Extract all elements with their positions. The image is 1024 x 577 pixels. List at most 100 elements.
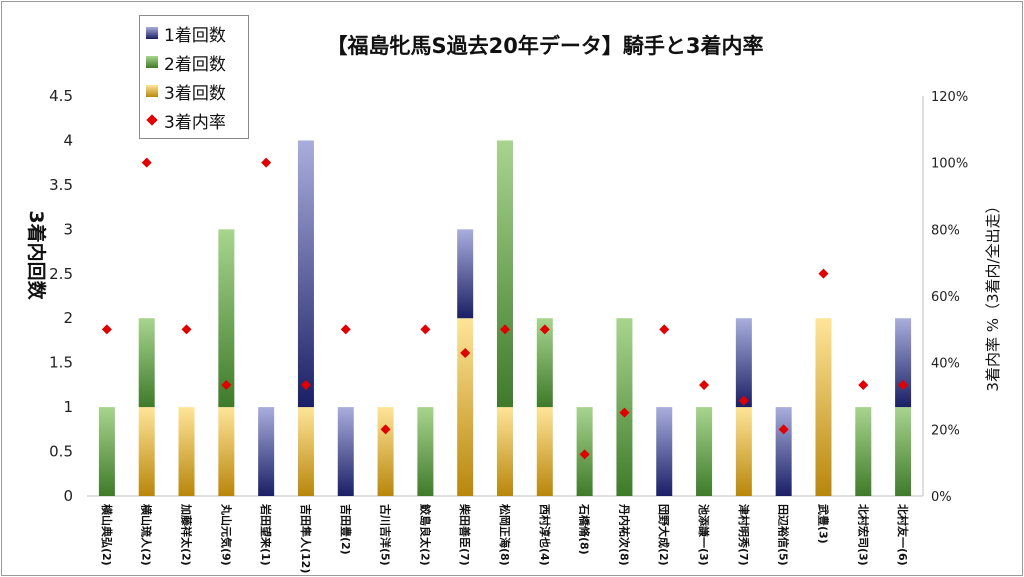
rate-point — [659, 324, 670, 335]
rate-point — [579, 449, 590, 460]
x-tick-label: 古川吉洋(5) — [379, 504, 393, 566]
rate-point — [101, 324, 112, 335]
legend-item-second: 2着回数 — [146, 49, 226, 75]
bar-second-place — [536, 318, 553, 408]
x-tick-label: 加藤祥太(2) — [180, 503, 194, 566]
y-axis-label: 3着内回数 — [25, 210, 48, 300]
rate-point — [181, 324, 192, 335]
x-tick-label: 西村淳也(4) — [538, 504, 552, 566]
bar-third-place — [218, 407, 235, 496]
y2-axis-label: 3着内率 %（3着内/全出走） — [984, 198, 1002, 391]
rate-point — [539, 324, 550, 335]
bar-win — [895, 318, 912, 408]
rate-point — [460, 348, 471, 358]
legend-item-rate: 3着内率 — [146, 107, 226, 133]
bar-win — [656, 407, 673, 496]
rate-point — [141, 157, 152, 168]
y-tick-label: 0.5 — [49, 443, 73, 461]
y2-tick-label: 60% — [931, 290, 960, 305]
x-tick-label: 吉田豊(2) — [339, 504, 353, 555]
chart-title: 【福島牝馬S過去20年データ】騎手と3着内率 — [327, 34, 764, 58]
y2-tick-label: 100% — [931, 157, 968, 172]
x-tick-label: 丸山元気(9) — [219, 503, 233, 566]
x-tick-label: 北村友一(6) — [896, 504, 910, 566]
rate-point — [858, 380, 869, 390]
bar-third-place — [457, 318, 474, 496]
bar-win — [735, 318, 752, 408]
bars-group — [98, 140, 912, 496]
bar-second-place — [497, 140, 513, 408]
bar-third-place — [138, 407, 155, 496]
y2-tick-label: 120% — [931, 90, 968, 105]
x-tick-label: 武豊(3) — [816, 504, 830, 544]
bar-second-place — [616, 318, 633, 496]
y2-tick-label: 80% — [931, 223, 960, 238]
y2-tick-label: 0% — [931, 490, 952, 505]
bar-third-place — [735, 407, 752, 496]
bar-third-place — [297, 407, 314, 496]
bar-win — [457, 229, 474, 319]
x-tick-label: 丹内祐次(8) — [617, 504, 631, 566]
y-tick-label: 4.5 — [49, 87, 73, 105]
x-tick-label: 岩田望来(1) — [259, 503, 273, 566]
x-tick-label: 津村明秀(7) — [737, 504, 751, 566]
legend-swatch-third — [146, 85, 158, 97]
rate-point — [221, 380, 232, 390]
bar-third-place — [815, 318, 832, 496]
x-tick-label: 池添謙一(3) — [697, 504, 711, 566]
bar-second-place — [138, 318, 155, 408]
bar-second-place — [696, 407, 713, 496]
y-tick-label: 2 — [63, 309, 73, 327]
rate-point — [738, 395, 749, 406]
y-tick-label: 1.5 — [49, 354, 73, 372]
rate-point — [261, 157, 272, 168]
rate-point — [420, 324, 431, 335]
legend-label-win: 1着回数 — [164, 25, 226, 46]
bar-win — [775, 407, 792, 496]
bar-third-place — [377, 407, 394, 496]
y-tick-label: 1 — [63, 398, 73, 416]
legend-label-second: 2着回数 — [164, 54, 226, 75]
x-tick-label: 団野大成(2) — [657, 504, 671, 566]
x-tick-label: 柴田善臣(7) — [458, 503, 472, 566]
x-tick-label: 松岡正海(8) — [498, 504, 512, 566]
x-tick-label: 鮫島良太(2) — [418, 504, 432, 566]
rate-point — [300, 380, 311, 390]
rate-point — [380, 424, 391, 435]
y2-tick-label: 40% — [931, 357, 960, 372]
legend-item-third: 3着回数 — [146, 78, 226, 104]
x-tick-label: 吉田隼人(12) — [299, 504, 313, 573]
rate-point — [898, 380, 909, 390]
bar-third-place — [178, 407, 195, 496]
rate-point — [699, 380, 710, 390]
x-tick-labels: 横山典弘(2) 横山琉人(2) 加藤祥太(2) 丸山元気(9) 岩田望来(1) 吉田隼人(… — [100, 503, 910, 573]
rate-point — [619, 407, 630, 418]
rate-points-group — [101, 157, 909, 460]
legend-swatch-second — [146, 56, 158, 68]
bar-third-place — [536, 407, 553, 496]
bar-second-place — [218, 229, 235, 408]
y-tick-label: 2.5 — [49, 265, 73, 283]
y-tick-label: 3.5 — [49, 176, 73, 194]
bar-win — [258, 407, 275, 496]
legend-label-third: 3着回数 — [164, 83, 226, 104]
bar-second-place — [417, 407, 434, 496]
x-tick-label: 横山琉人(2) — [140, 504, 154, 566]
legend-label-rate: 3着内率 — [164, 112, 226, 133]
bar-second-place — [895, 407, 912, 496]
y-tick-label: 4 — [63, 131, 73, 149]
legend-marker-rate — [146, 114, 158, 126]
x-tick-label: 北村宏司(3) — [856, 504, 870, 566]
bar-win — [297, 140, 314, 408]
legend-swatch-win — [146, 27, 158, 39]
bar-second-place — [98, 407, 115, 496]
y-tick-label: 3 — [63, 220, 73, 238]
x-tick-label: 石橋脩(8) — [578, 503, 592, 555]
x-tick-label: 横山典弘(2) — [100, 504, 114, 566]
rate-point — [818, 268, 829, 279]
rate-point — [340, 324, 351, 335]
legend-item-win: 1着回数 — [146, 20, 226, 46]
rate-point — [500, 324, 510, 335]
bar-second-place — [855, 407, 872, 496]
